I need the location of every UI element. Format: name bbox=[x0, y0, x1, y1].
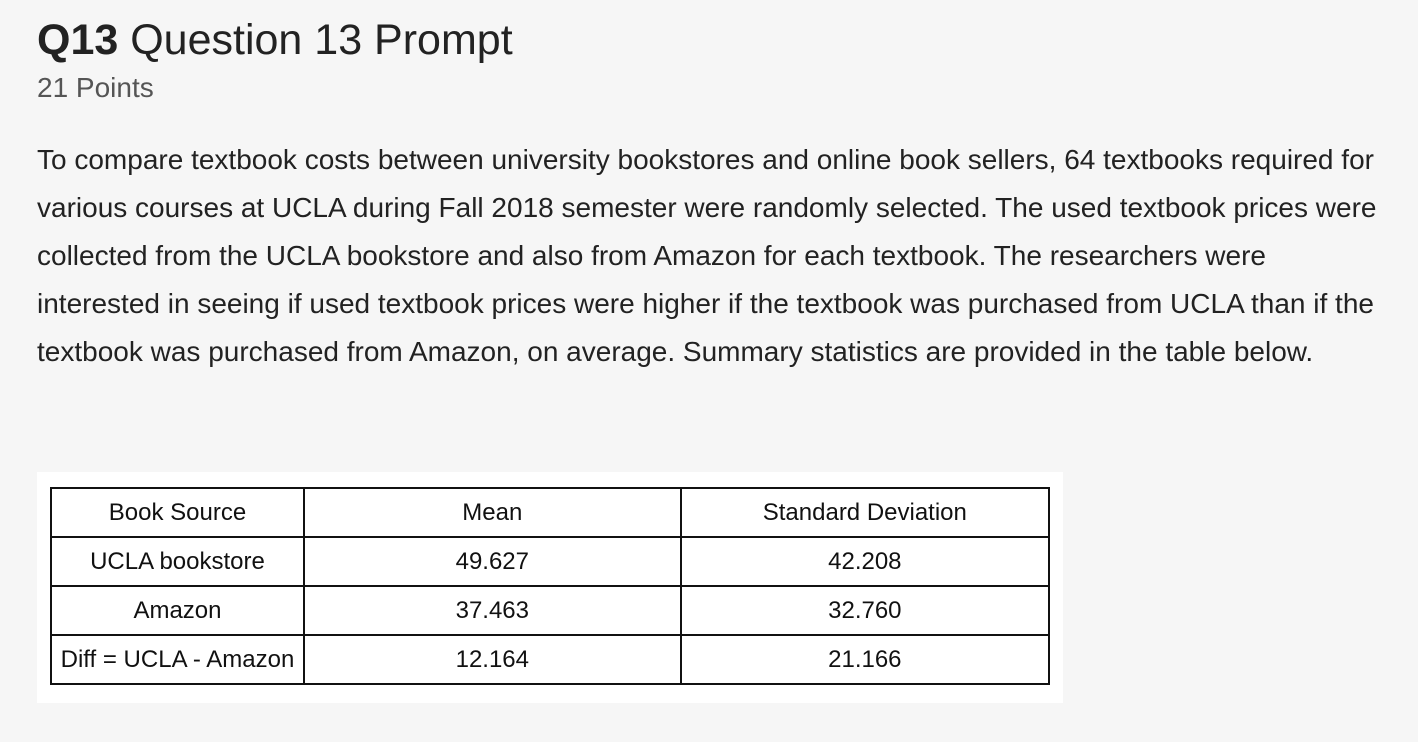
question-title-text: Question 13 Prompt bbox=[130, 16, 513, 64]
table-header-cell: Standard Deviation bbox=[679, 487, 1051, 538]
summary-statistics-table: Book Source Mean Standard Deviation UCLA… bbox=[50, 487, 1051, 685]
table-cell: Diff = UCLA - Amazon bbox=[50, 634, 305, 685]
table-row: Amazon 37.463 32.760 bbox=[50, 585, 1051, 636]
question-title: Q13 Question 13 Prompt bbox=[37, 14, 513, 66]
table-row: Diff = UCLA - Amazon 12.164 21.166 bbox=[50, 634, 1051, 685]
table-row: UCLA bookstore 49.627 42.208 bbox=[50, 536, 1051, 587]
table-cell: Amazon bbox=[50, 585, 305, 636]
table-cell: UCLA bookstore bbox=[50, 536, 305, 587]
table-cell: 32.760 bbox=[679, 585, 1051, 636]
table-cell: 21.166 bbox=[679, 634, 1051, 685]
summary-table-image: Book Source Mean Standard Deviation UCLA… bbox=[37, 472, 1063, 703]
table-header-cell: Book Source bbox=[50, 487, 305, 538]
table-cell: 42.208 bbox=[679, 536, 1051, 587]
table-cell: 12.164 bbox=[302, 634, 682, 685]
question-points: 21 Points bbox=[37, 72, 154, 103]
question-number: Q13 bbox=[37, 16, 119, 64]
table-header-cell: Mean bbox=[302, 487, 682, 538]
table-cell: 37.463 bbox=[302, 585, 682, 636]
table-header-row: Book Source Mean Standard Deviation bbox=[50, 487, 1051, 538]
question-prompt: To compare textbook costs between univer… bbox=[37, 144, 1377, 367]
table-cell: 49.627 bbox=[302, 536, 682, 587]
